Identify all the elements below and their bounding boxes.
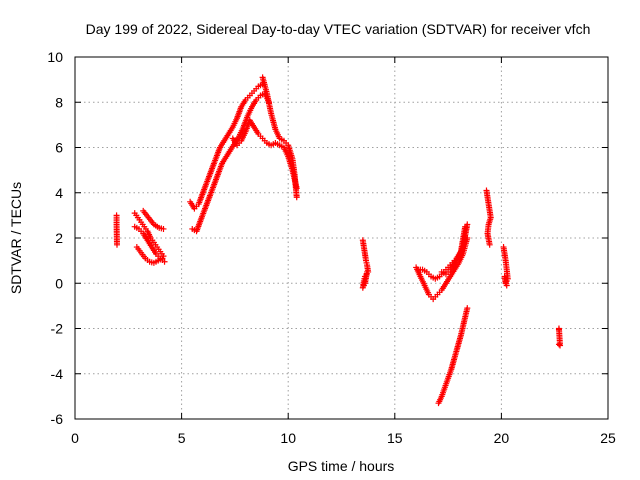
data-point-seg-17h-neg xyxy=(464,305,471,312)
data-point-seg-22h xyxy=(557,342,564,349)
data-point-seg-13h xyxy=(364,268,371,275)
x-tick-label: 5 xyxy=(178,430,186,446)
x-tick-label: 15 xyxy=(387,430,403,446)
x-tick-label: 25 xyxy=(600,430,616,446)
x-tick-label: 10 xyxy=(280,430,296,446)
y-tick-label: 0 xyxy=(55,275,63,291)
y-axis-label: SDTVAR / TECUs xyxy=(8,182,24,294)
data-point-seg-6-10h-d xyxy=(293,194,300,201)
tick-layer: 0 5 10 15 20 25 -6 -4 -2 0 2 4 6 8 10 xyxy=(47,49,616,446)
y-tick-label: 2 xyxy=(55,230,63,246)
data-point-seg-3h-d xyxy=(160,225,167,232)
x-tick-label: 0 xyxy=(71,430,79,446)
x-axis-label: GPS time / hours xyxy=(288,458,395,474)
data-point-seg-20h xyxy=(503,282,510,289)
y-tick-label: -4 xyxy=(51,366,64,382)
y-tick-label: -6 xyxy=(51,411,64,427)
y-tick-label: 8 xyxy=(55,94,63,110)
data-point-seg-2h xyxy=(114,241,120,248)
chart-title: Day 199 of 2022, Sidereal Day-to-day VTE… xyxy=(86,21,591,37)
data-point-seg-17h-c xyxy=(464,221,471,228)
data-point-seg-3h-c xyxy=(159,255,166,262)
data-point-seg-19h xyxy=(486,241,493,248)
point-layer xyxy=(113,74,564,407)
y-tick-label: 6 xyxy=(55,140,63,156)
x-tick-label: 20 xyxy=(494,430,510,446)
data-point-seg-22h xyxy=(555,341,562,348)
grid-layer xyxy=(75,57,608,419)
y-tick-label: -2 xyxy=(51,321,64,337)
y-tick-label: 10 xyxy=(47,49,63,65)
data-point-seg-3h-b xyxy=(161,258,168,265)
y-tick-label: 4 xyxy=(55,185,63,201)
